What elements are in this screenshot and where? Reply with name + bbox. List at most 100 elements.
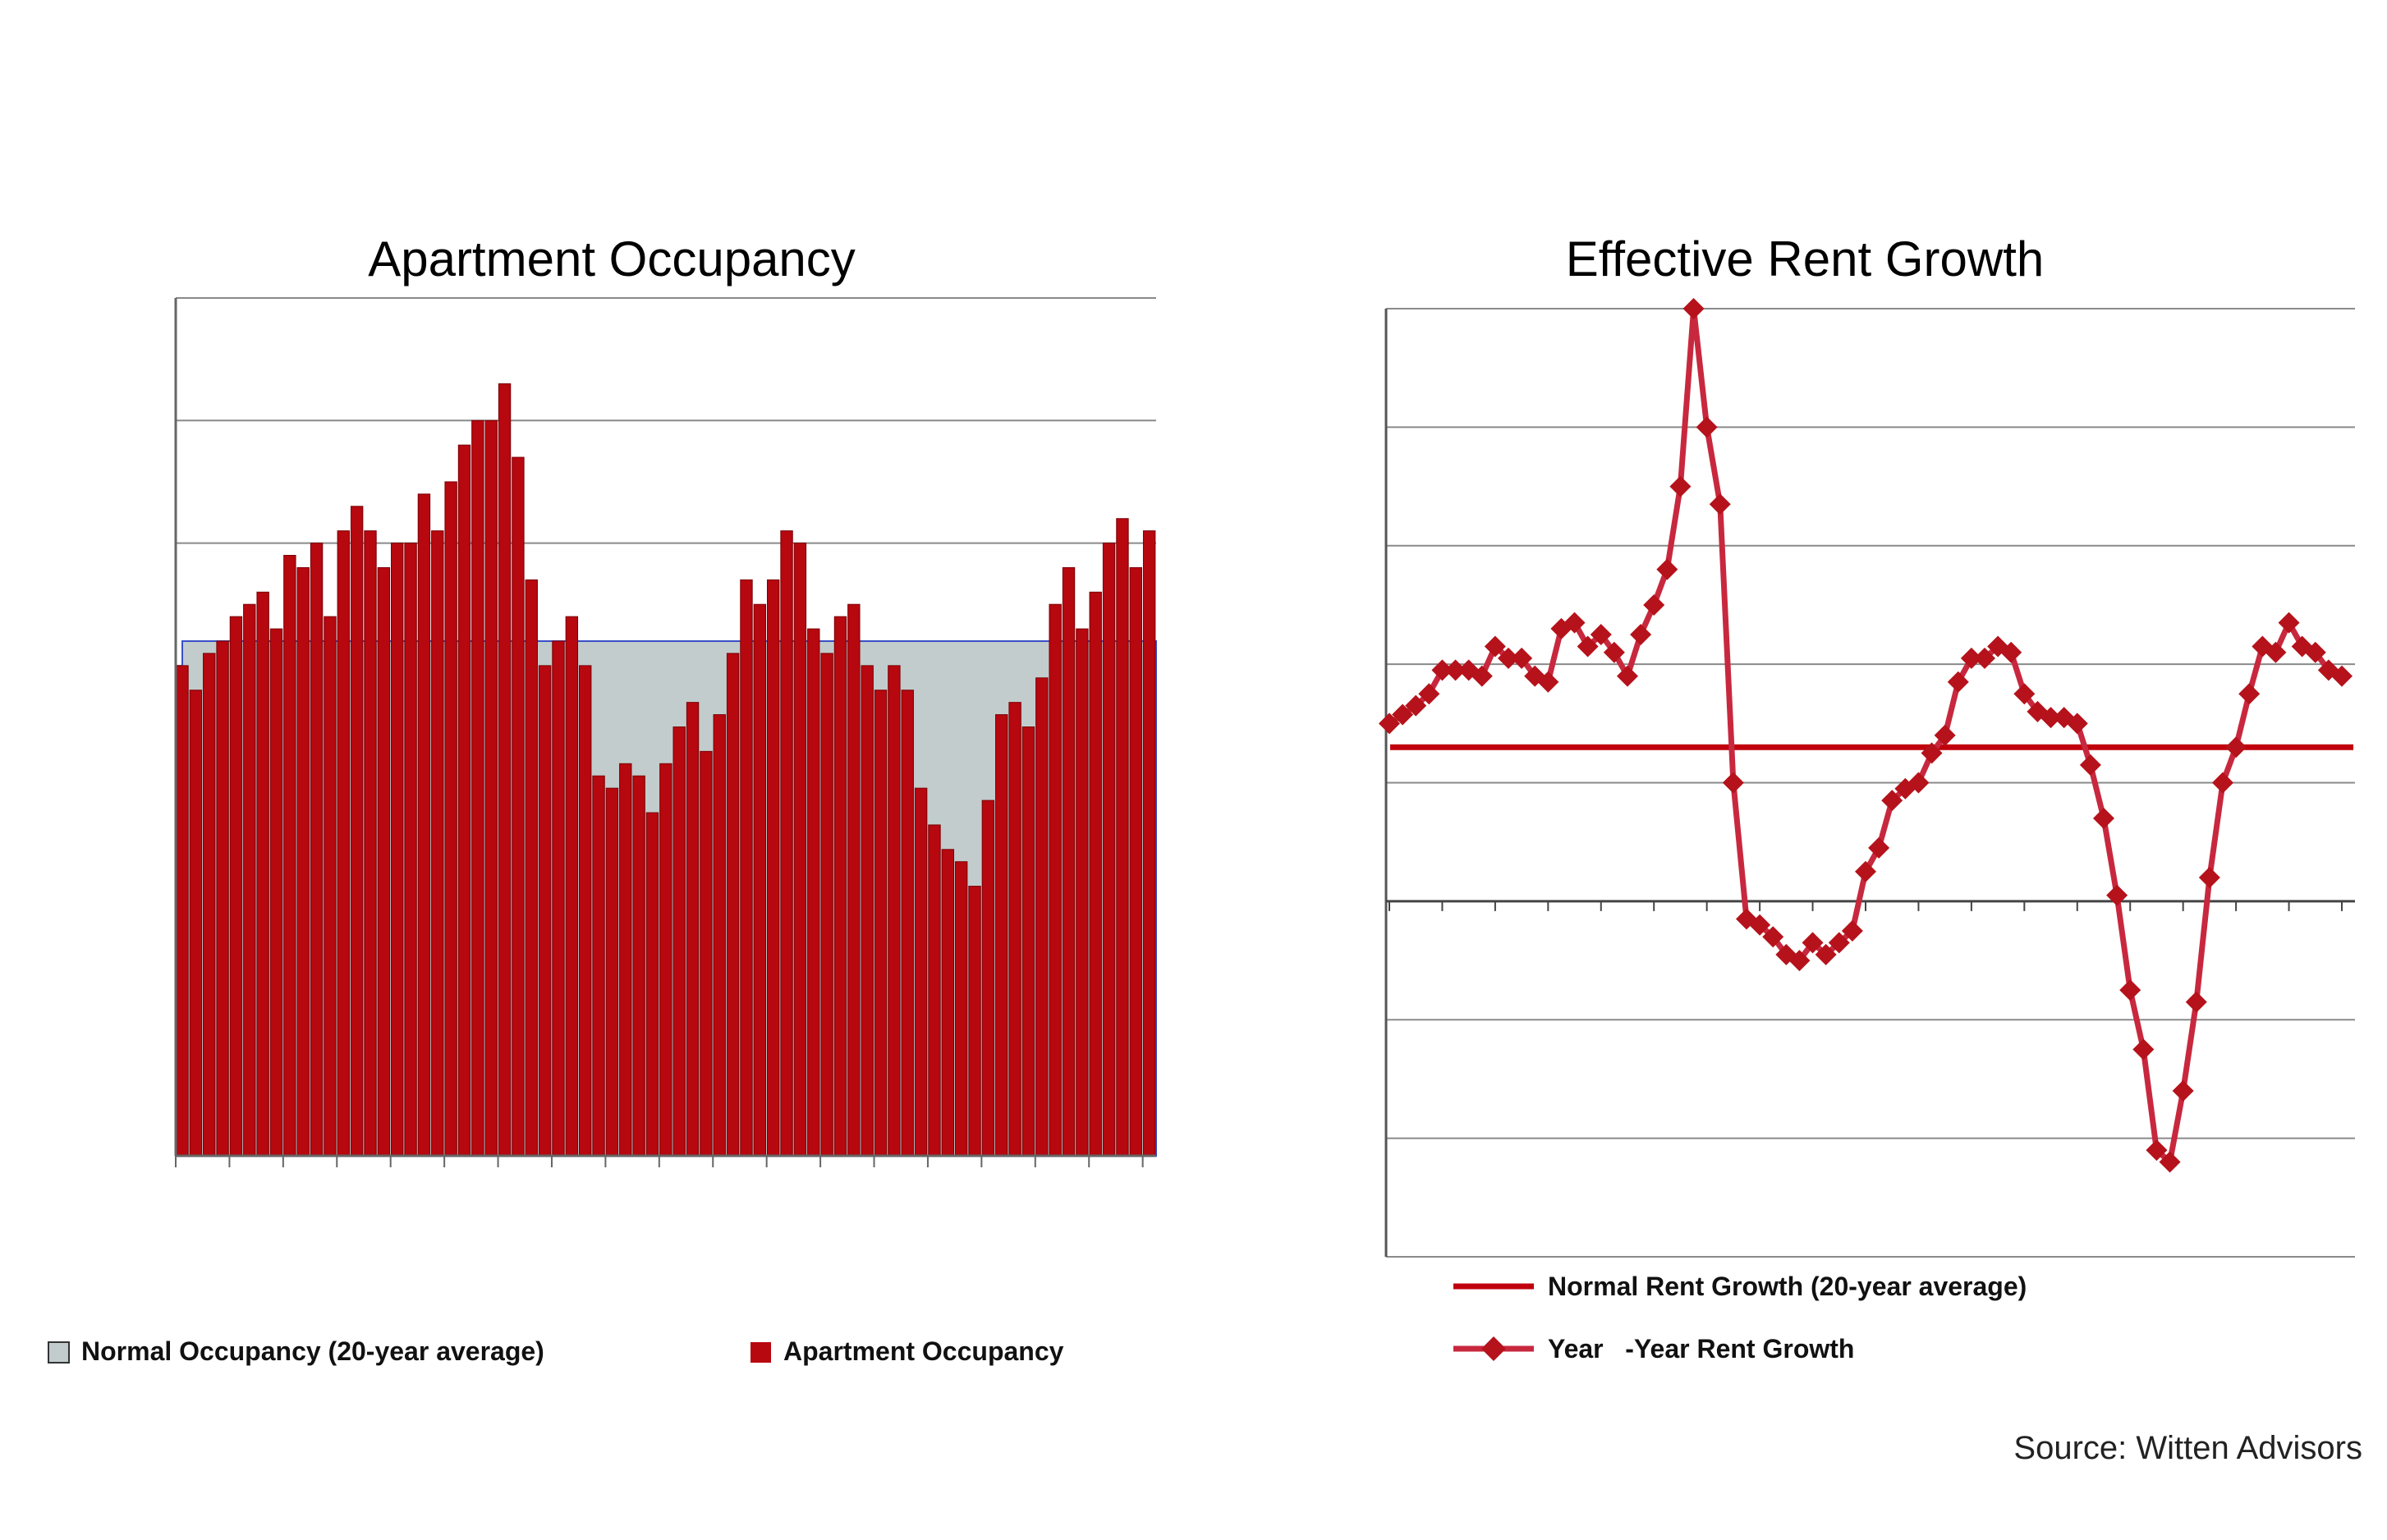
- occupancy-bar: [1129, 566, 1142, 1157]
- occupancy-bar: [1035, 677, 1049, 1157]
- rent-growth-point: [1881, 790, 1903, 812]
- rent-growth-point: [1498, 647, 1519, 669]
- occupancy-bar: [565, 616, 579, 1157]
- occupancy-bar: [203, 653, 216, 1157]
- occupancy-bar: [417, 493, 431, 1157]
- rent-growth-point: [2079, 754, 2101, 776]
- occupancy-bar: [981, 800, 995, 1157]
- occupancy-x-axis-labels: [175, 1156, 1144, 1167]
- occupancy-bar: [619, 763, 632, 1157]
- legend-swatch-apartment-occupancy: [751, 1342, 771, 1363]
- occupancy-bar: [552, 640, 565, 1157]
- rent-growth-point: [2040, 707, 2062, 729]
- occupancy-bar: [538, 665, 552, 1157]
- occupancy-bar: [793, 543, 807, 1157]
- occupancy-bar: [888, 665, 901, 1157]
- rent-growth-point: [2198, 867, 2220, 888]
- occupancy-bar: [941, 849, 955, 1157]
- rent-growth-point: [1947, 671, 1969, 693]
- occupancy-bar: [1076, 628, 1089, 1157]
- occupancy-bar: [954, 861, 968, 1157]
- rent-growth-point: [2000, 641, 2022, 663]
- occupancy-bar: [820, 653, 833, 1157]
- occupancy-bar: [525, 579, 538, 1157]
- rent-x-axis-labels: [1389, 901, 2343, 911]
- occupancy-bar: [512, 456, 525, 1157]
- rent-growth-point: [1788, 950, 1811, 972]
- occupancy-bar: [753, 603, 767, 1157]
- occupancy-bar: [928, 824, 941, 1157]
- occupancy-bar: [713, 714, 726, 1157]
- occupancy-axes: [174, 298, 1156, 1157]
- occupancy-bar: [1102, 543, 1116, 1157]
- occupancy-bar: [1089, 591, 1102, 1157]
- rent-growth-point: [1907, 772, 1930, 794]
- rent-growth-point: [2304, 641, 2326, 663]
- rent-growth-point: [2066, 713, 2088, 735]
- rent-growth-point: [1974, 647, 1995, 669]
- rent-growth-point: [1603, 641, 1625, 663]
- rent-growth-point: [2265, 641, 2287, 663]
- rent-growth-point: [1669, 475, 1692, 497]
- rent-growth-point: [1841, 919, 1863, 942]
- rent-growth-point: [2212, 772, 2233, 794]
- rent-growth-point: [1815, 943, 1837, 965]
- occupancy-bar: [1021, 726, 1035, 1157]
- occupancy-bar: [471, 419, 484, 1157]
- rent-growth-point: [1682, 298, 1705, 319]
- legend-swatch-rent-growth-marker: [1481, 1336, 1506, 1361]
- occupancy-bar: [780, 530, 793, 1157]
- occupancy-bar: [686, 702, 700, 1157]
- legend-label-rent-growth: Year -Year Rent Growth: [1548, 1334, 1854, 1364]
- occupancy-bar: [337, 530, 350, 1157]
- rent-growth-point: [1617, 665, 1638, 687]
- occupancy-bar: [1116, 518, 1129, 1157]
- rent-growth-point: [1656, 558, 1678, 580]
- legend-swatch-normal-occupancy: [48, 1341, 70, 1364]
- rent-growth-point: [2106, 884, 2128, 906]
- rent-growth-point: [1484, 635, 1506, 658]
- occupancy-bar: [874, 690, 888, 1157]
- occupancy-chart-title: Apartment Occupancy: [368, 231, 856, 286]
- rent-growth-point: [1471, 665, 1493, 687]
- rent-growth-point: [2093, 807, 2114, 829]
- rent-growth-point: [1577, 635, 1599, 658]
- rent-growth-point: [2225, 736, 2247, 759]
- rent-growth-point: [2185, 991, 2207, 1013]
- rent-growth-point: [1630, 624, 1652, 646]
- rent-growth-point: [1722, 772, 1744, 794]
- occupancy-bar: [484, 419, 498, 1157]
- rent-growth-point: [1511, 647, 1533, 669]
- rent-growth-point: [1405, 694, 1427, 717]
- occupancy-bar: [229, 616, 243, 1157]
- rent-growth-point: [1855, 860, 1876, 882]
- occupancy-bar: [269, 628, 283, 1157]
- occupancy-bar: [740, 579, 753, 1157]
- occupancy-bar: [256, 591, 269, 1157]
- rent-growth-point: [1590, 624, 1612, 646]
- occupancy-bar: [847, 603, 861, 1157]
- occupancy-bar: [1142, 530, 1156, 1157]
- occupancy-bars: [176, 383, 1156, 1157]
- rent-growth-point: [1762, 926, 1784, 948]
- legend-label-normal-rent-growth: Normal Rent Growth (20-year average): [1548, 1272, 2027, 1301]
- rent-growth-point: [1392, 704, 1414, 726]
- rent-legend: Normal Rent Growth (20-year average) Yea…: [1453, 1272, 2027, 1364]
- occupancy-bar: [444, 481, 457, 1157]
- occupancy-bar: [995, 714, 1008, 1157]
- rent-growth-point: [2238, 683, 2261, 705]
- occupancy-bar: [176, 665, 189, 1157]
- rent-growth-point: [1537, 671, 1559, 693]
- rent-growth-point: [1379, 713, 1400, 735]
- rent-growth-chart-title: Effective Rent Growth: [1566, 231, 2044, 286]
- occupancy-bar: [216, 640, 229, 1157]
- occupancy-bar: [632, 775, 645, 1157]
- occupancy-bar: [1008, 702, 1021, 1157]
- source-note: Source: Witten Advisors: [2013, 1430, 2362, 1466]
- occupancy-bar: [350, 506, 364, 1157]
- occupancy-bar: [310, 543, 324, 1157]
- rent-growth-point: [1921, 742, 1943, 764]
- rent-growth-point: [2146, 1139, 2168, 1162]
- legend-label-normal-occupancy: Normal Occupancy (20-year average): [81, 1336, 544, 1366]
